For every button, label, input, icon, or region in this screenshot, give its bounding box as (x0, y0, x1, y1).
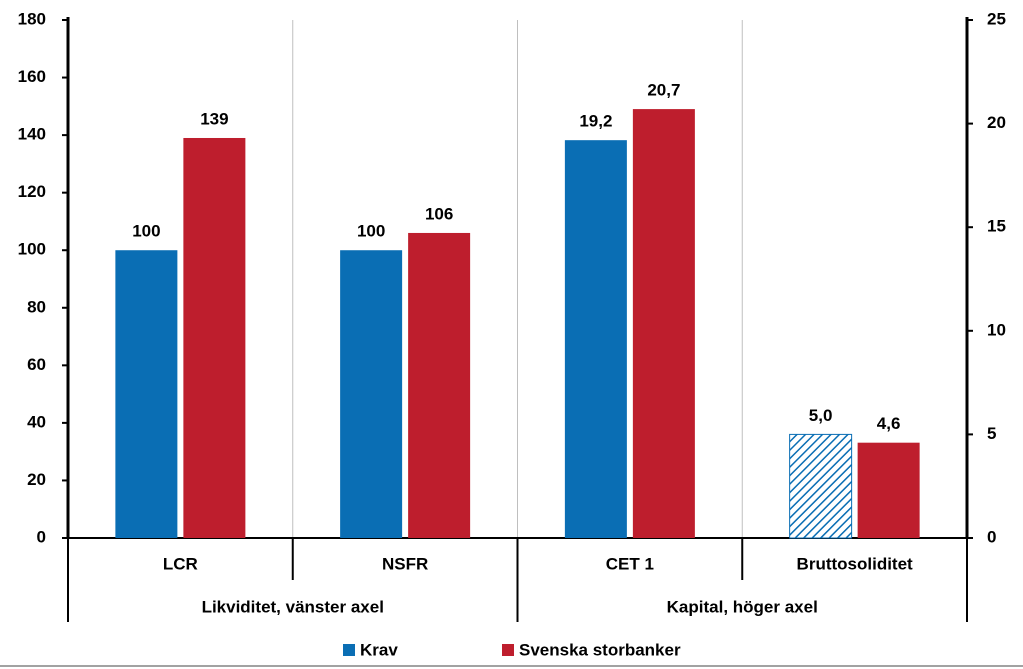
legend-swatch (502, 644, 514, 656)
value-label: 5,0 (809, 406, 833, 425)
y2-tick-label: 5 (987, 424, 996, 443)
value-label: 100 (132, 222, 160, 241)
y-tick-label: 180 (18, 9, 46, 28)
bar (632, 109, 695, 538)
value-label: 19,2 (579, 112, 612, 131)
group-label: Likviditet, vänster axel (202, 597, 384, 616)
x-tick-label: NSFR (382, 554, 428, 573)
legend-label: Krav (360, 640, 398, 659)
y-tick-label: 60 (27, 355, 46, 374)
y2-tick-label: 0 (987, 527, 996, 546)
y-tick-label: 80 (27, 297, 46, 316)
y-tick-label: 20 (27, 470, 46, 489)
bar (564, 140, 627, 538)
group-label: Kapital, höger axel (667, 597, 818, 616)
x-tick-label: Bruttosoliditet (797, 554, 913, 573)
value-label: 106 (425, 204, 453, 223)
y-tick-label: 160 (18, 67, 46, 86)
value-label: 139 (200, 109, 228, 128)
legend-swatch (343, 644, 355, 656)
x-tick-label: LCR (163, 554, 198, 573)
legend-label: Svenska storbanker (519, 640, 681, 659)
value-label: 4,6 (877, 414, 901, 433)
bar (408, 232, 471, 538)
bar (857, 442, 920, 538)
y2-tick-label: 15 (987, 217, 1006, 236)
y-tick-label: 0 (37, 527, 46, 546)
y-tick-label: 140 (18, 125, 46, 144)
y2-tick-label: 20 (987, 113, 1006, 132)
y2-tick-label: 25 (987, 9, 1006, 28)
bar (115, 250, 178, 538)
y-tick-label: 120 (18, 182, 46, 201)
y2-tick-label: 10 (987, 320, 1006, 339)
bar (789, 433, 853, 539)
value-label: 100 (357, 222, 385, 241)
bar (340, 250, 403, 538)
x-tick-label: CET 1 (606, 554, 654, 573)
y-tick-label: 100 (18, 240, 46, 259)
y-tick-label: 40 (27, 412, 46, 431)
value-label: 20,7 (647, 81, 680, 100)
bar (183, 137, 246, 538)
